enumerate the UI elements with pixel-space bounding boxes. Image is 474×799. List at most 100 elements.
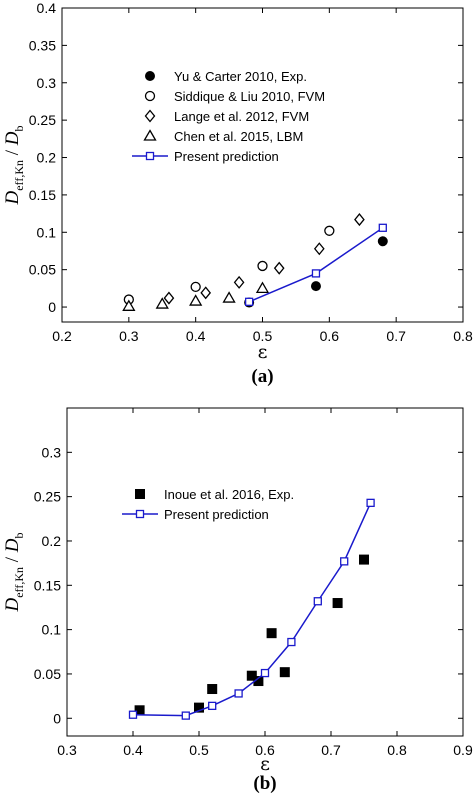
- data-point: [207, 684, 218, 695]
- chart-panel-a: 0.2 0.3 0.4 0.5 0.6 0.7 0.8 0 0.05 0.1 0.15 0.2 0.25…: [2, 0, 473, 387]
- series-4: [244, 223, 387, 306]
- y-tick-label: 0.3: [37, 75, 57, 91]
- y-tick-label: 0.15: [34, 577, 61, 593]
- plot-frame: [61, 7, 464, 323]
- y-tick-label: 0.05: [34, 666, 61, 682]
- data-point: [128, 710, 138, 719]
- data-point: [378, 223, 387, 232]
- x-axis-label: ε: [260, 753, 270, 775]
- data-point: [377, 236, 388, 247]
- data-point: [255, 281, 270, 294]
- series-3: [122, 281, 270, 311]
- data-point: [279, 667, 290, 678]
- x-axis-label: ε: [258, 341, 268, 363]
- data-point: [122, 299, 136, 311]
- data-point: [354, 213, 365, 227]
- data-point: [324, 225, 335, 236]
- data-point: [190, 281, 201, 293]
- x-tick-label: 0.7: [321, 742, 341, 758]
- data-point: [155, 297, 169, 309]
- data-point: [163, 291, 175, 305]
- data-point: [260, 668, 270, 678]
- legend-entry: Yu & Carter 2010, Exp.: [145, 69, 307, 84]
- y-tick-label: 0.15: [29, 187, 56, 203]
- x-tick-label: 0.7: [386, 328, 406, 344]
- y-tick-label: 0.4: [37, 0, 57, 16]
- legend-label: Siddique & Liu 2010, FVM: [174, 89, 325, 104]
- x-tick-label: 0.6: [320, 328, 340, 344]
- data-point: [366, 498, 375, 508]
- data-point: [313, 597, 322, 606]
- data-point: [257, 260, 268, 272]
- data-point: [234, 689, 243, 698]
- legend-marker: [144, 90, 156, 102]
- data-point: [313, 242, 325, 256]
- data-point: [273, 261, 285, 275]
- data-point: [222, 291, 236, 303]
- legend-marker: [145, 71, 155, 81]
- data-point: [208, 701, 217, 711]
- legend-entry: Lange et al. 2012, FVM: [144, 109, 309, 124]
- legend-entry: Siddique & Liu 2010, FVM: [144, 89, 325, 104]
- y-tick-label: 0.05: [29, 262, 56, 278]
- series-1: [128, 498, 375, 720]
- data-point: [200, 286, 212, 300]
- x-tick-label: 0.3: [119, 328, 139, 344]
- y-tick-label: 0.3: [42, 444, 62, 460]
- legend-entry: Inoue et al. 2016, Exp.: [135, 487, 294, 502]
- data-point: [340, 557, 349, 566]
- legend-entry: Present prediction: [132, 149, 279, 164]
- x-tick-label: 0.8: [453, 328, 473, 344]
- x-tick-label: 0.8: [387, 742, 407, 758]
- data-point: [233, 275, 245, 289]
- y-tick-label: 0: [53, 710, 61, 726]
- y-tick-label: 0.2: [37, 150, 57, 166]
- y-tick-label: 0: [48, 299, 56, 315]
- legend-marker: [144, 109, 156, 123]
- series-line: [132, 502, 372, 717]
- data-point: [310, 281, 321, 292]
- series-2: [163, 213, 365, 305]
- legend-marker: [145, 151, 155, 161]
- legend-entry: Chen et al. 2015, LBM: [143, 129, 303, 144]
- panel-label: (b): [253, 773, 276, 794]
- data-point: [181, 711, 190, 720]
- x-tick-label: 0.5: [189, 742, 209, 758]
- plot-frame: [66, 407, 464, 737]
- data-point: [287, 637, 296, 647]
- panel-label: (a): [251, 366, 273, 387]
- series-0: [134, 554, 369, 716]
- x-tick-label: 0.4: [186, 328, 206, 344]
- data-point: [266, 628, 277, 639]
- y-tick-label: 0.1: [42, 622, 62, 638]
- data-point: [359, 554, 369, 565]
- x-tick-label: 0.9: [453, 742, 473, 758]
- y-axis-label: Deff,Kn / Db: [2, 532, 26, 612]
- x-tick-label: 0.2: [52, 328, 72, 344]
- x-tick-label: 0.6: [255, 742, 275, 758]
- legend-marker: [135, 489, 145, 499]
- legend-entry: Present prediction: [122, 507, 269, 522]
- y-axis-label: Deff,Kn / Db: [2, 125, 26, 205]
- y-tick-label: 0.1: [37, 224, 57, 240]
- data-point: [311, 269, 321, 278]
- chart-panel-b: 0.3 0.4 0.5 0.6 0.7 0.8 0.9 0 0.05 0.1 0.15 0.2 0.25…: [2, 407, 473, 794]
- data-point: [244, 297, 254, 306]
- legend-label: Present prediction: [174, 149, 279, 164]
- data-point: [189, 294, 203, 306]
- legend-label: Present prediction: [164, 507, 269, 522]
- x-tick-label: 0.3: [57, 742, 77, 758]
- data-point: [246, 670, 257, 681]
- x-tick-label: 0.4: [123, 742, 143, 758]
- legend-label: Chen et al. 2015, LBM: [174, 129, 303, 144]
- legend-label: Inoue et al. 2016, Exp.: [164, 487, 294, 502]
- y-tick-label: 0.25: [34, 489, 61, 505]
- y-tick-label: 0.35: [29, 37, 56, 53]
- data-point: [332, 598, 343, 609]
- legend-label: Lange et al. 2012, FVM: [174, 109, 309, 124]
- data-point: [194, 702, 204, 713]
- legend-marker: [143, 129, 157, 141]
- x-tick-label: 0.5: [253, 328, 273, 344]
- y-tick-label: 0.25: [29, 112, 56, 128]
